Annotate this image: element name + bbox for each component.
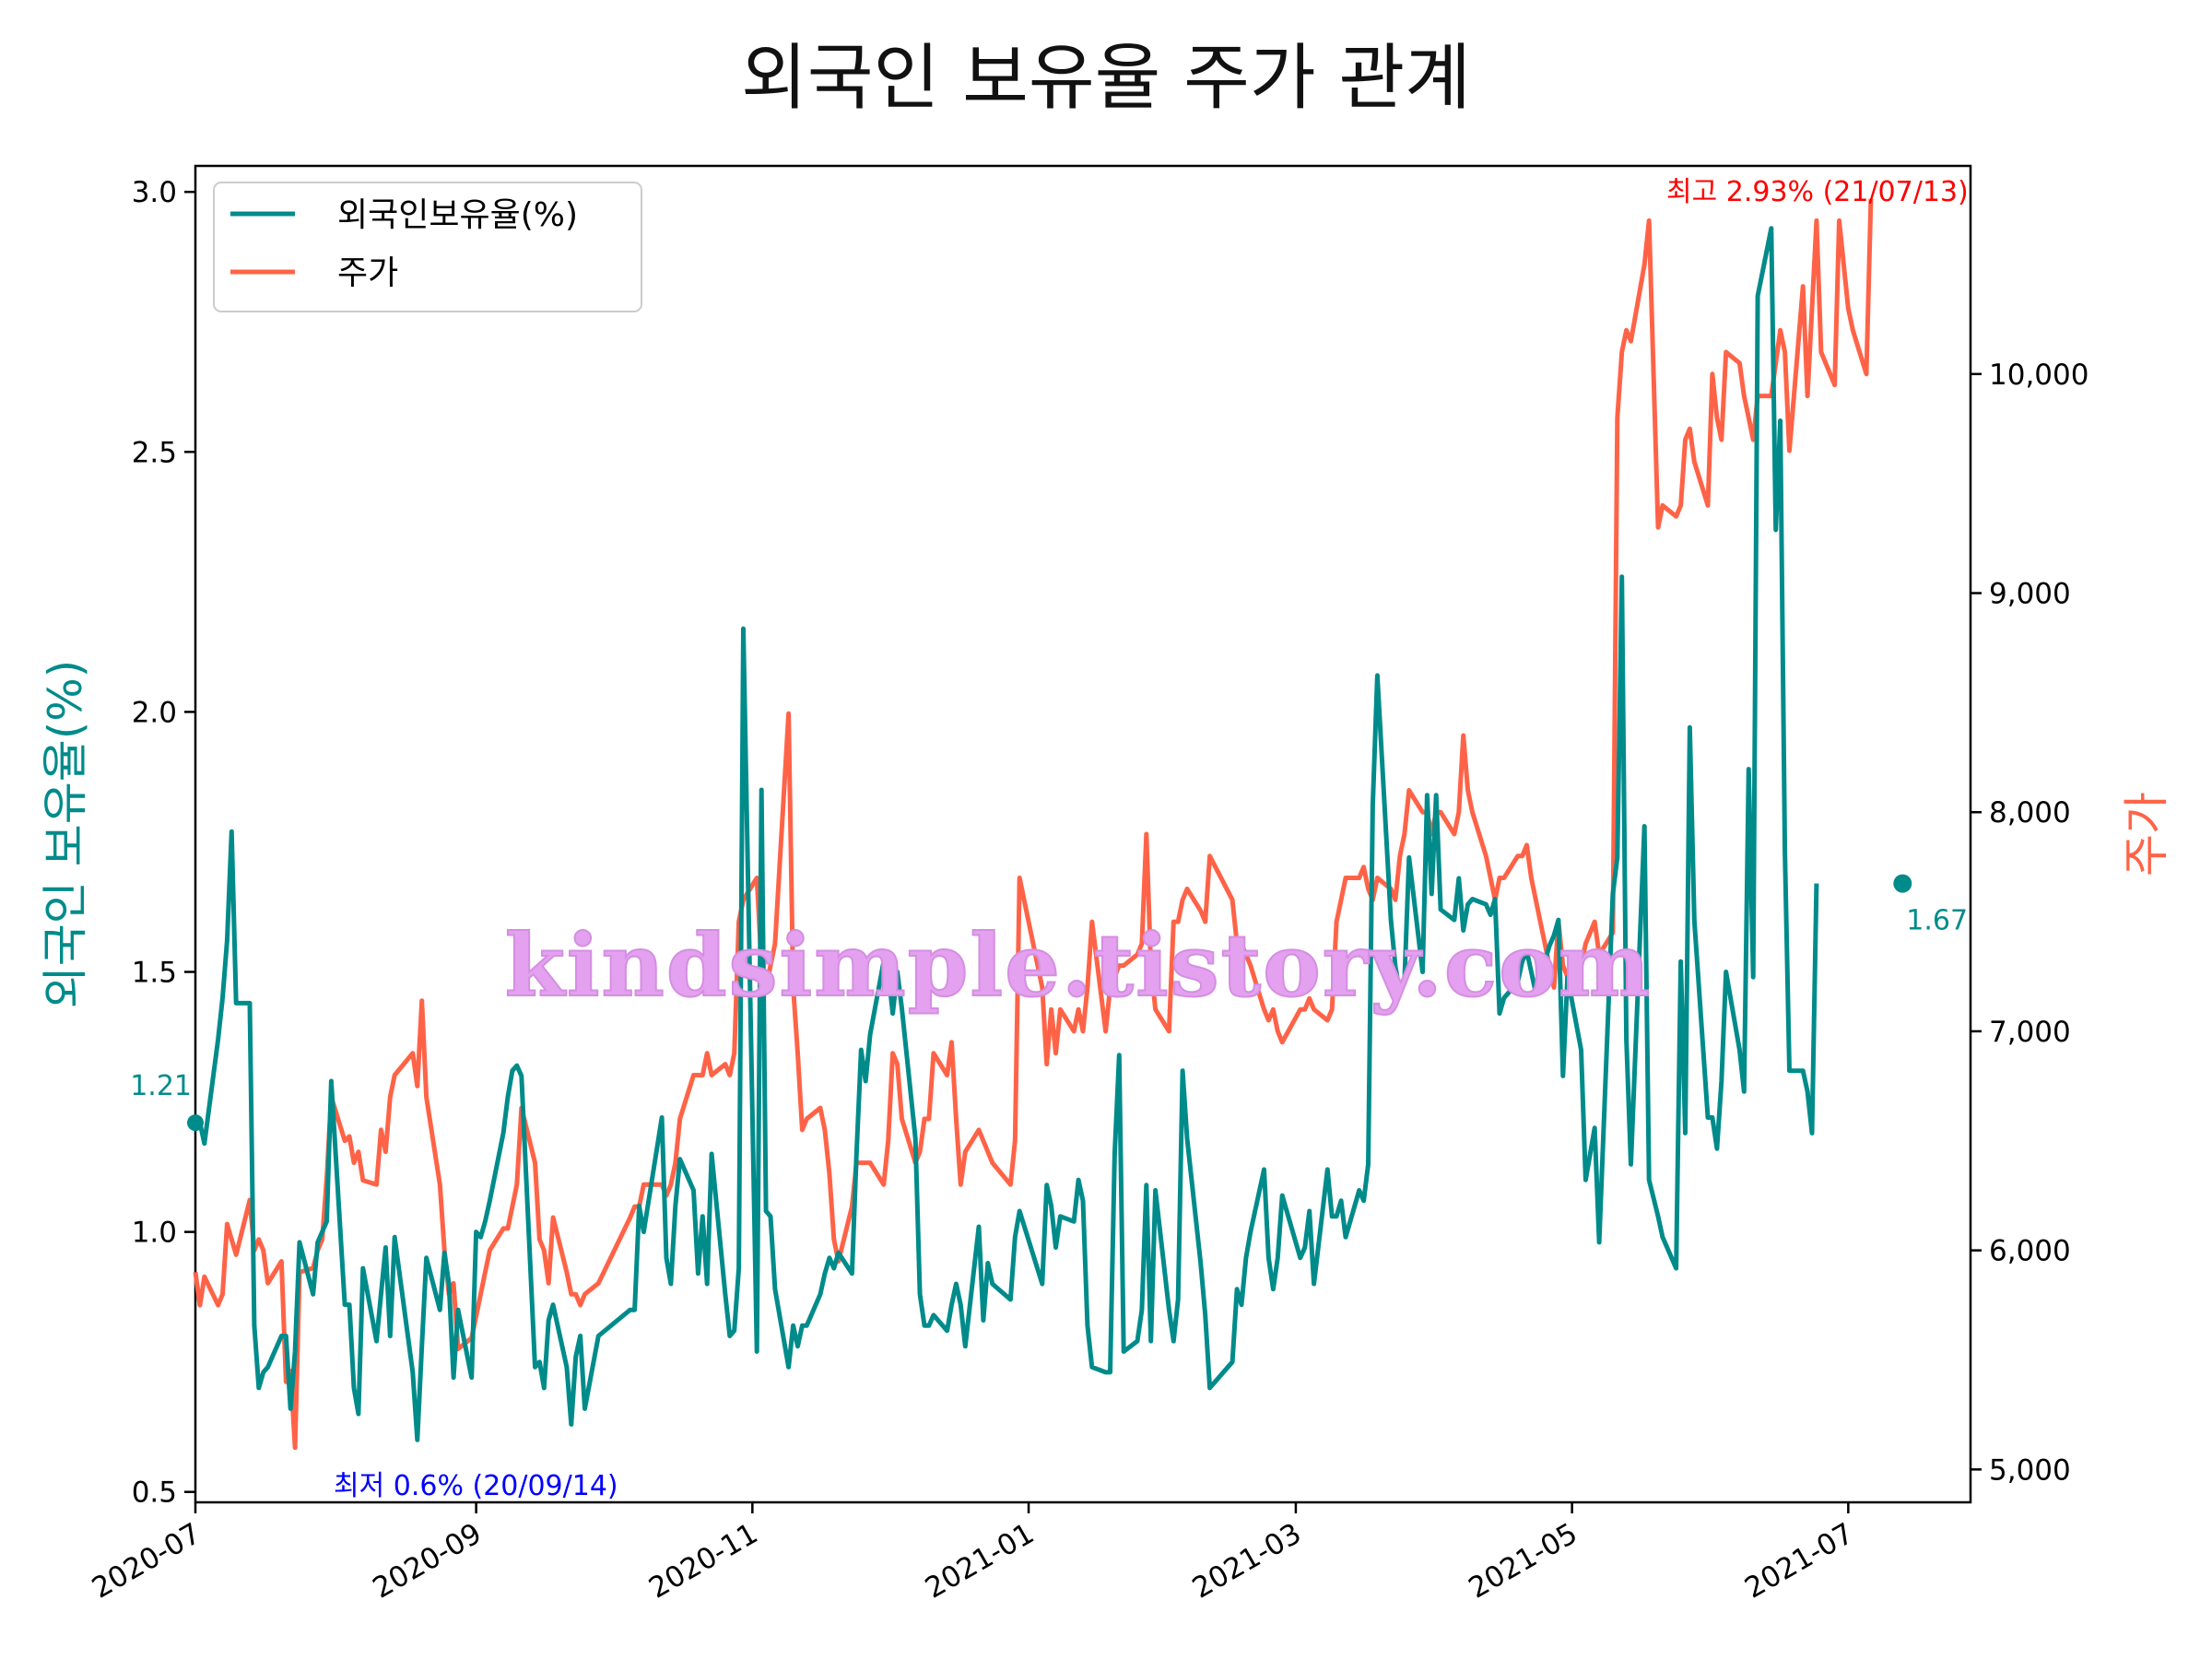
legend-box [213,182,642,312]
y2-tick-label: 9,000 [1989,578,2071,611]
y2-tick-label: 7,000 [1989,1016,2071,1049]
y-tick-label: 3.0 [132,176,177,209]
y2-tick-label: 6,000 [1989,1235,2071,1268]
y2-tick-label: 5,000 [1989,1453,2071,1487]
plot-frame [194,164,1972,1504]
x-tick-label: 2021-01 [920,1517,1040,1606]
legend-label-price: 주가 [337,254,398,292]
max-annotation: 최고 2.93% (21/07/13) [1666,176,1969,208]
chart-title: 외국인 보유율 주가 관계 [741,37,1471,120]
y-axis-left: 0.5 1.0 1.5 2.0 2.5 3.0 [132,176,195,1510]
y2-tick-label: 8,000 [1989,796,2071,830]
x-tick-label: 2021-05 [1463,1517,1583,1606]
end-point-label: 1.67 [1906,905,1968,937]
x-tick-label: 2020-09 [367,1517,487,1606]
y-tick-label: 2.0 [132,696,177,729]
y-tick-label: 1.0 [132,1217,177,1250]
start-point-marker [187,1114,204,1132]
series-line-ownership [195,226,1819,1442]
y-tick-label: 0.5 [132,1477,177,1510]
watermark: kindsimple.tistory.com [505,915,1653,1017]
x-tick-label: 2020-07 [87,1517,206,1606]
series-line-price [193,198,1874,1451]
y-axis-right: 5,000 6,000 7,000 8,000 9,000 10,000 [1971,359,2088,1487]
end-point-marker [1893,874,1912,893]
legend: 외국인보유율(%) 주가 [213,182,642,312]
y-axis-title-left: 외국인 보유율(%) [39,660,92,1008]
min-annotation: 최저 0.6% (20/09/14) [334,1470,618,1502]
y-tick-label: 2.5 [132,436,177,469]
y2-tick-label: 10,000 [1989,359,2088,392]
start-point-label: 1.21 [130,1070,192,1102]
y-tick-label: 1.5 [132,957,177,990]
legend-label-ownership: 외국인보유율(%) [337,196,578,234]
x-tick-label: 2020-11 [643,1517,763,1606]
x-tick-label: 2021-03 [1187,1517,1307,1606]
x-tick-label: 2021-07 [1739,1517,1859,1606]
y-axis-title-right: 주가 [2120,792,2173,877]
x-axis: 2020-07 2020-09 2020-11 2021-01 2021-03 2021-… [87,1502,1859,1606]
